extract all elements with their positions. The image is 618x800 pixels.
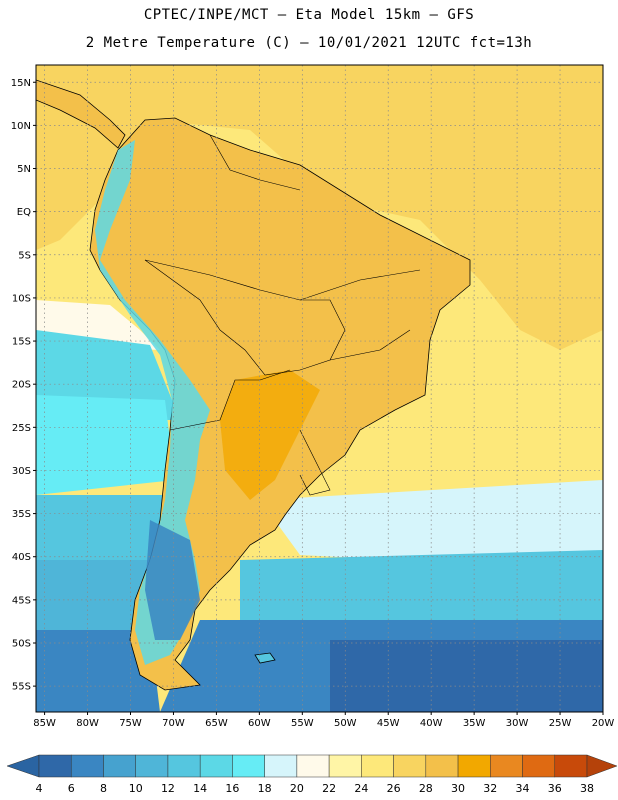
colorbar-swatch	[490, 755, 522, 777]
lon-label: 45W	[377, 718, 400, 729]
ocean-cool-band-2	[36, 395, 175, 495]
lon-label: 20W	[592, 718, 615, 729]
colorbar-swatch	[39, 755, 71, 777]
lon-label: 85W	[33, 718, 56, 729]
lat-label: 40S	[12, 552, 31, 563]
colorbar-swatch	[458, 755, 490, 777]
colorbar-swatch	[136, 755, 168, 777]
colorbar-label: 22	[322, 782, 336, 795]
lon-label: 30W	[506, 718, 529, 729]
colorbar-label: 26	[387, 782, 401, 795]
colorbar-swatch	[71, 755, 103, 777]
lat-label: 25S	[12, 423, 31, 434]
lat-label: 10N	[11, 121, 31, 132]
latitude-labels: 15N 10N 5N EQ 5S 10S 15S 20S 25S 30S 35S 40S 45S 50S 5…	[11, 78, 31, 693]
lat-label: 50S	[12, 638, 31, 649]
lon-label: 75W	[119, 718, 142, 729]
lat-label: 20S	[12, 380, 31, 391]
colorbar-label: 8	[100, 782, 107, 795]
lon-label: 80W	[76, 718, 99, 729]
colorbar-label: 10	[129, 782, 143, 795]
colorbar-swatch	[200, 755, 232, 777]
lon-label: 55W	[291, 718, 314, 729]
colorbar-label: 18	[258, 782, 272, 795]
lon-label: 35W	[463, 718, 486, 729]
lat-label: EQ	[17, 207, 31, 218]
lat-label: 30S	[12, 466, 31, 477]
colorbar-swatch	[265, 755, 297, 777]
colorbar-swatch	[555, 755, 587, 777]
colorbar-swatch	[329, 755, 361, 777]
colorbar-label: 32	[483, 782, 497, 795]
lat-label: 45S	[12, 595, 31, 606]
lat-label: 15S	[12, 337, 31, 348]
colorbar-label: 20	[290, 782, 304, 795]
colorbar-min-arrow	[7, 755, 39, 777]
colorbar-label: 36	[548, 782, 562, 795]
lat-label: 5N	[17, 164, 31, 175]
colorbar-label: 4	[36, 782, 43, 795]
lat-label: 10S	[12, 293, 31, 304]
longitude-labels: 85W 80W 75W 70W 65W 60W 55W 50W 45W 40W 35W 30W 25W 2…	[33, 718, 614, 729]
colorbar-swatch	[232, 755, 264, 777]
colorbar-swatch	[103, 755, 135, 777]
colorbar-label: 24	[354, 782, 368, 795]
colorbar-labels: 4 6 8 10 12 14 16 18 20 22 24 26 28 30 32 34 36 38	[36, 782, 595, 795]
colorbar-max-arrow	[587, 755, 617, 777]
colorbar-label: 34	[516, 782, 530, 795]
colorbar-label: 14	[193, 782, 207, 795]
map-field	[36, 65, 603, 712]
colorbar	[7, 755, 617, 777]
lat-label: 5S	[18, 250, 31, 261]
lat-label: 35S	[12, 509, 31, 520]
colorbar-label: 6	[68, 782, 75, 795]
lon-label: 70W	[162, 718, 185, 729]
lon-label: 65W	[205, 718, 228, 729]
colorbar-swatch	[168, 755, 200, 777]
colorbar-swatch	[394, 755, 426, 777]
colorbar-label: 30	[451, 782, 465, 795]
lat-label: 15N	[11, 78, 31, 89]
lon-label: 50W	[334, 718, 357, 729]
lon-label: 40W	[420, 718, 443, 729]
colorbar-swatch	[523, 755, 555, 777]
lat-label: 55S	[12, 682, 31, 693]
atlantic-far-south-band	[330, 640, 603, 712]
colorbar-label: 16	[225, 782, 239, 795]
colorbar-label: 38	[580, 782, 594, 795]
lon-label: 25W	[549, 718, 572, 729]
colorbar-label: 12	[161, 782, 175, 795]
lon-label: 60W	[248, 718, 271, 729]
colorbar-swatch	[297, 755, 329, 777]
colorbar-label: 28	[419, 782, 433, 795]
colorbar-swatch	[426, 755, 458, 777]
colorbar-swatch	[361, 755, 393, 777]
